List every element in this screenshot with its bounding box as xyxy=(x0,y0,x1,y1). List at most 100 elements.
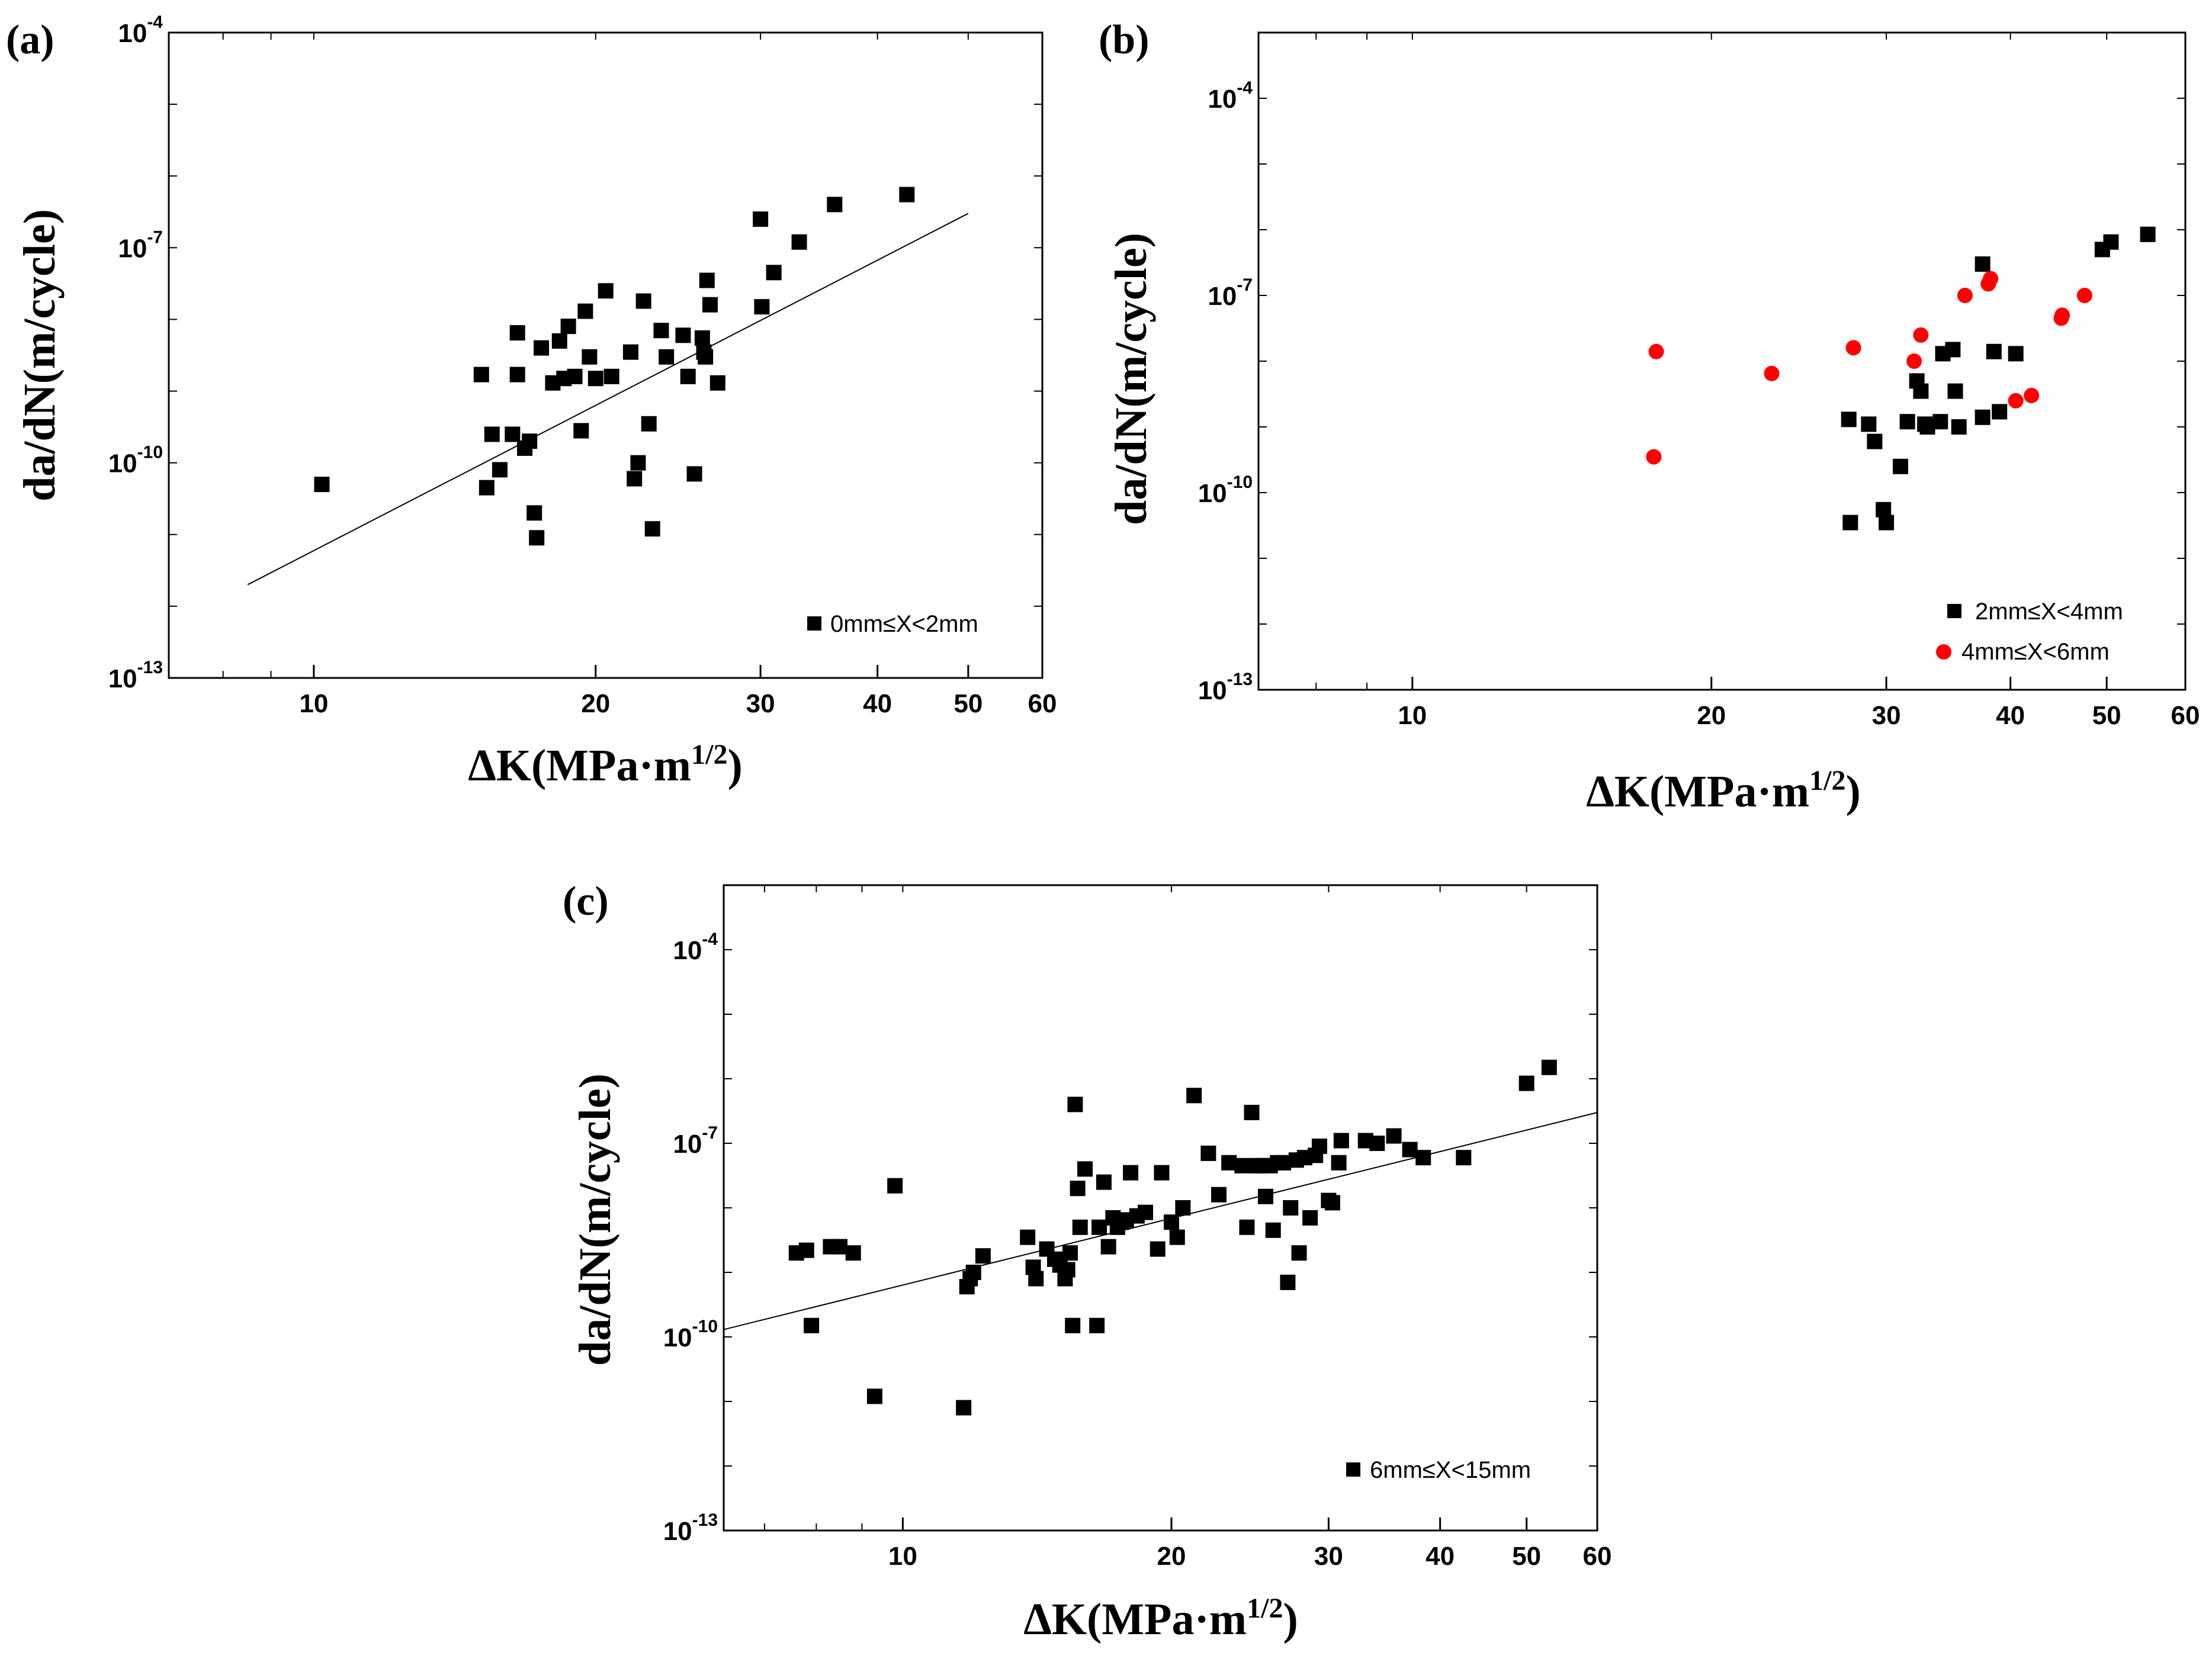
y-tick-exp-a: -7 xyxy=(147,227,163,247)
data-point-c xyxy=(965,1265,981,1280)
data-point-c xyxy=(1062,1245,1078,1261)
data-point-a xyxy=(644,521,660,537)
data-point-c xyxy=(1518,1075,1534,1091)
y-tick-label-b: 10-13 xyxy=(1198,670,1253,705)
data-point-c xyxy=(975,1248,991,1264)
data-point-a xyxy=(659,349,675,365)
data-point-b xyxy=(1842,515,1858,531)
data-point-b xyxy=(1764,365,1780,381)
data-point-c xyxy=(1077,1161,1093,1177)
y-axis-title-a: da/dN(m/cycle) xyxy=(15,209,65,501)
x-tick-label-b: 30 xyxy=(1872,701,1901,730)
data-point-c xyxy=(1311,1138,1327,1154)
data-point-b xyxy=(1906,353,1922,369)
x-axis-title-c-symbol: ΔK xyxy=(1023,1594,1087,1644)
data-point-a xyxy=(627,471,643,487)
y-tick-label-c: 10-10 xyxy=(663,1317,718,1352)
data-point-c xyxy=(798,1242,814,1258)
data-point-c xyxy=(1280,1274,1296,1290)
y-axis-title-a-symbol: da/dN xyxy=(15,384,65,501)
legend-label-0mm-2mm: 0mm≤X<2mm xyxy=(830,611,978,637)
legend-label-6mm-15mm: 6mm≤X<15mm xyxy=(1370,1457,1531,1483)
data-points-c xyxy=(788,1059,1557,1416)
data-point-a xyxy=(551,333,567,349)
data-point-b xyxy=(2008,393,2024,409)
data-point-a xyxy=(754,299,770,315)
data-point-c xyxy=(832,1239,848,1255)
data-point-c xyxy=(1100,1239,1116,1255)
data-point-a xyxy=(686,466,702,482)
data-point-a xyxy=(653,323,669,339)
data-point-a xyxy=(791,234,807,250)
data-point-c xyxy=(1067,1097,1083,1113)
data-point-a xyxy=(567,368,583,384)
data-point-b xyxy=(2024,388,2040,404)
legend-a: 0mm≤X<2mm xyxy=(807,611,978,637)
data-point-a xyxy=(522,433,538,449)
x-axis-title-a-close: ) xyxy=(727,741,742,790)
data-point-c xyxy=(1415,1150,1431,1166)
legend-label-4mm-6mm: 4mm≤X<6mm xyxy=(1961,639,2110,665)
data-point-b xyxy=(2140,226,2156,242)
data-point-a xyxy=(505,426,521,442)
fit-layer-c xyxy=(723,1112,1598,1330)
x-axis-title-a-symbol: ΔK xyxy=(468,741,531,790)
x-axis-title-c-close: ) xyxy=(1283,1594,1298,1644)
data-point-b xyxy=(1861,416,1877,432)
x-tick-label-a: 50 xyxy=(953,689,983,718)
data-point-c xyxy=(1258,1188,1274,1204)
data-point-c xyxy=(956,1400,972,1416)
data-point-c xyxy=(1200,1145,1216,1161)
data-point-c xyxy=(1211,1187,1227,1203)
x-axis-title-b-exp: 1/2 xyxy=(1809,765,1845,796)
y-tick-base-b: 10 xyxy=(1208,282,1237,311)
y-tick-exp-c: -7 xyxy=(702,1123,718,1143)
data-point-b xyxy=(1648,343,1664,359)
data-point-a xyxy=(702,297,718,313)
x-tick-label-a: 60 xyxy=(1028,689,1057,718)
y-tick-base-b: 10 xyxy=(1208,85,1237,114)
data-point-c xyxy=(1283,1200,1299,1216)
x-tick-label-a: 10 xyxy=(299,689,328,718)
data-point-a xyxy=(526,505,542,521)
data-point-a xyxy=(577,303,593,319)
data-point-a xyxy=(675,327,691,343)
y-tick-label-b: 10-4 xyxy=(1208,78,1253,114)
data-point-b xyxy=(1986,343,2002,359)
data-point-a xyxy=(699,272,715,288)
data-point-b xyxy=(1913,383,1929,399)
data-point-b xyxy=(1845,340,1861,356)
data-point-b xyxy=(1841,411,1857,427)
data-point-b xyxy=(1945,342,1961,358)
x-axis-title-b-symbol: ΔK xyxy=(1586,767,1649,816)
y-tick-exp-c: -13 xyxy=(692,1510,718,1530)
data-point-c xyxy=(1234,1158,1250,1173)
data-point-a xyxy=(709,375,725,391)
y-tick-exp-c: -4 xyxy=(702,930,718,949)
data-point-b xyxy=(1867,433,1883,449)
data-points-b xyxy=(1646,226,2156,531)
y-tick-label-c: 10-4 xyxy=(673,930,718,965)
x-tick-label-a: 20 xyxy=(581,689,610,718)
data-point-c xyxy=(1239,1219,1255,1235)
y-tick-label-a: 10-13 xyxy=(108,658,163,693)
x-tick-label-c: 10 xyxy=(888,1542,917,1571)
data-point-a xyxy=(314,477,330,493)
x-tick-label-b: 60 xyxy=(2171,701,2200,730)
data-point-a xyxy=(694,330,710,346)
legend-marker-4mm-6mm xyxy=(1936,644,1951,660)
data-point-c xyxy=(1302,1210,1318,1226)
y-axis-title-b-unit: (m/cycle) xyxy=(1106,233,1156,407)
x-axis-title-b-unit: (MPa·m xyxy=(1649,767,1809,816)
data-point-a xyxy=(573,423,589,439)
data-point-a xyxy=(509,366,525,382)
data-point-a xyxy=(529,530,545,546)
data-point-a xyxy=(492,462,508,478)
y-axis-title-c-unit: (m/cycle) xyxy=(570,1073,620,1248)
data-point-a xyxy=(479,480,495,496)
legend-marker-2mm-4mm xyxy=(1947,604,1961,618)
panel-label-a: (a) xyxy=(6,17,54,63)
y-tick-exp-c: -10 xyxy=(692,1317,718,1336)
